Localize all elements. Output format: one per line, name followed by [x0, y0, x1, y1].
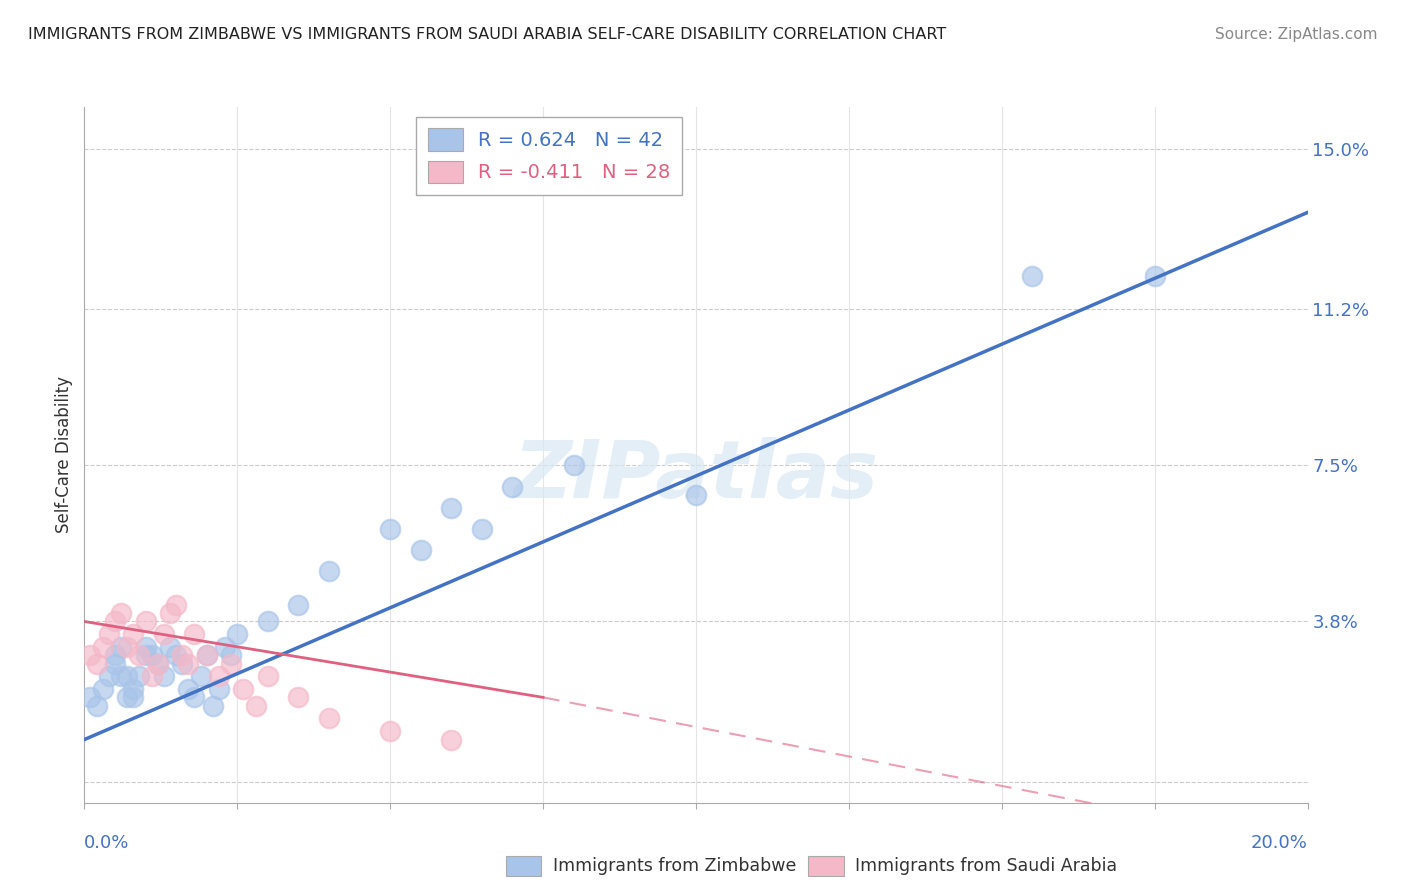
Point: [135, 640, 157, 654]
Point: [380, 522, 402, 536]
Point: [214, 640, 236, 654]
Point: [110, 669, 132, 683]
Point: [91, 640, 114, 654]
Point: [128, 648, 150, 663]
Point: [257, 615, 280, 629]
Point: [110, 606, 132, 620]
Point: [1143, 268, 1166, 283]
Point: [86, 698, 108, 713]
Point: [502, 479, 524, 493]
Point: [208, 669, 231, 683]
Legend: R = 0.624   N = 42, R = -0.411   N = 28: R = 0.624 N = 42, R = -0.411 N = 28: [416, 117, 682, 194]
Point: [104, 648, 127, 663]
Point: [79, 648, 101, 663]
Text: IMMIGRANTS FROM ZIMBABWE VS IMMIGRANTS FROM SAUDI ARABIA SELF-CARE DISABILITY CO: IMMIGRANTS FROM ZIMBABWE VS IMMIGRANTS F…: [28, 27, 946, 42]
Point: [146, 657, 169, 671]
Point: [153, 669, 176, 683]
Point: [318, 564, 340, 578]
Point: [440, 500, 463, 515]
Point: [287, 598, 309, 612]
Point: [195, 648, 218, 663]
Point: [135, 648, 157, 663]
Point: [159, 606, 181, 620]
Point: [141, 669, 163, 683]
Point: [245, 698, 267, 713]
Point: [177, 657, 200, 671]
Text: Immigrants from Saudi Arabia: Immigrants from Saudi Arabia: [855, 857, 1116, 875]
Point: [115, 640, 138, 654]
Point: [104, 615, 127, 629]
Point: [287, 690, 309, 705]
Point: [1021, 268, 1043, 283]
Point: [409, 542, 432, 557]
FancyBboxPatch shape: [506, 856, 541, 876]
Point: [232, 681, 254, 696]
Point: [440, 732, 463, 747]
Point: [562, 458, 585, 473]
Point: [165, 598, 187, 612]
Text: Immigrants from Zimbabwe: Immigrants from Zimbabwe: [553, 857, 796, 875]
Point: [318, 711, 340, 725]
Point: [380, 724, 402, 739]
Point: [115, 690, 138, 705]
Point: [172, 648, 194, 663]
Point: [219, 648, 242, 663]
Point: [115, 669, 138, 683]
Point: [183, 627, 205, 641]
Point: [135, 615, 157, 629]
Point: [91, 681, 114, 696]
Y-axis label: Self-Care Disability: Self-Care Disability: [55, 376, 73, 533]
FancyBboxPatch shape: [808, 856, 844, 876]
Point: [471, 522, 494, 536]
Point: [79, 690, 101, 705]
Point: [104, 657, 127, 671]
Point: [122, 681, 145, 696]
Point: [86, 657, 108, 671]
Point: [97, 669, 120, 683]
Point: [122, 627, 145, 641]
Point: [226, 627, 249, 641]
Point: [208, 681, 231, 696]
Point: [153, 627, 176, 641]
Point: [190, 669, 212, 683]
Point: [165, 648, 187, 663]
Point: [183, 690, 205, 705]
Point: [110, 640, 132, 654]
Text: ZIPatlas: ZIPatlas: [513, 437, 879, 515]
Point: [146, 657, 169, 671]
Point: [159, 640, 181, 654]
Point: [257, 669, 280, 683]
Point: [141, 648, 163, 663]
Text: 20.0%: 20.0%: [1251, 834, 1308, 852]
Point: [172, 657, 194, 671]
Text: Source: ZipAtlas.com: Source: ZipAtlas.com: [1215, 27, 1378, 42]
Point: [177, 681, 200, 696]
Point: [128, 669, 150, 683]
Point: [219, 657, 242, 671]
Point: [97, 627, 120, 641]
Point: [201, 698, 224, 713]
Point: [195, 648, 218, 663]
Point: [685, 488, 707, 502]
Text: 0.0%: 0.0%: [84, 834, 129, 852]
Point: [122, 690, 145, 705]
